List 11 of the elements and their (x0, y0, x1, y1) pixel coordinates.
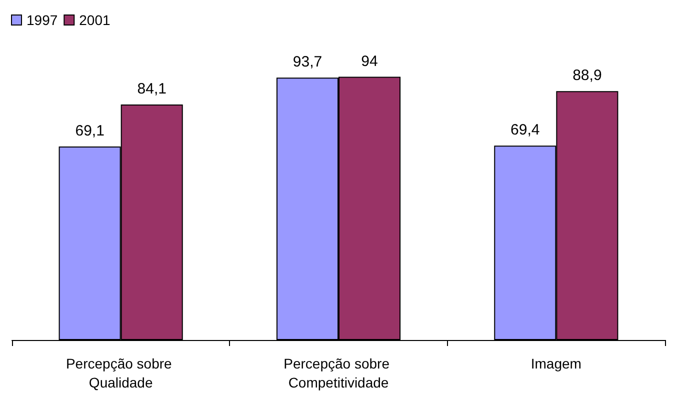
data-label: 69,1 (75, 122, 104, 140)
x-tick-label: Percepção sobre Competitividade (284, 356, 394, 390)
x-tick-label: Imagem (530, 356, 582, 372)
data-label: 93,7 (292, 54, 322, 71)
data-label: 88,9 (572, 67, 602, 84)
data-label: 84,1 (137, 80, 166, 98)
legend-label: 1997 (26, 12, 58, 28)
data-label: 69,4 (510, 122, 540, 139)
data-label: 94 (361, 52, 378, 70)
x-tick-label: Percepção sobre Qualidade (66, 356, 176, 390)
legend-label: 2001 (79, 12, 111, 28)
